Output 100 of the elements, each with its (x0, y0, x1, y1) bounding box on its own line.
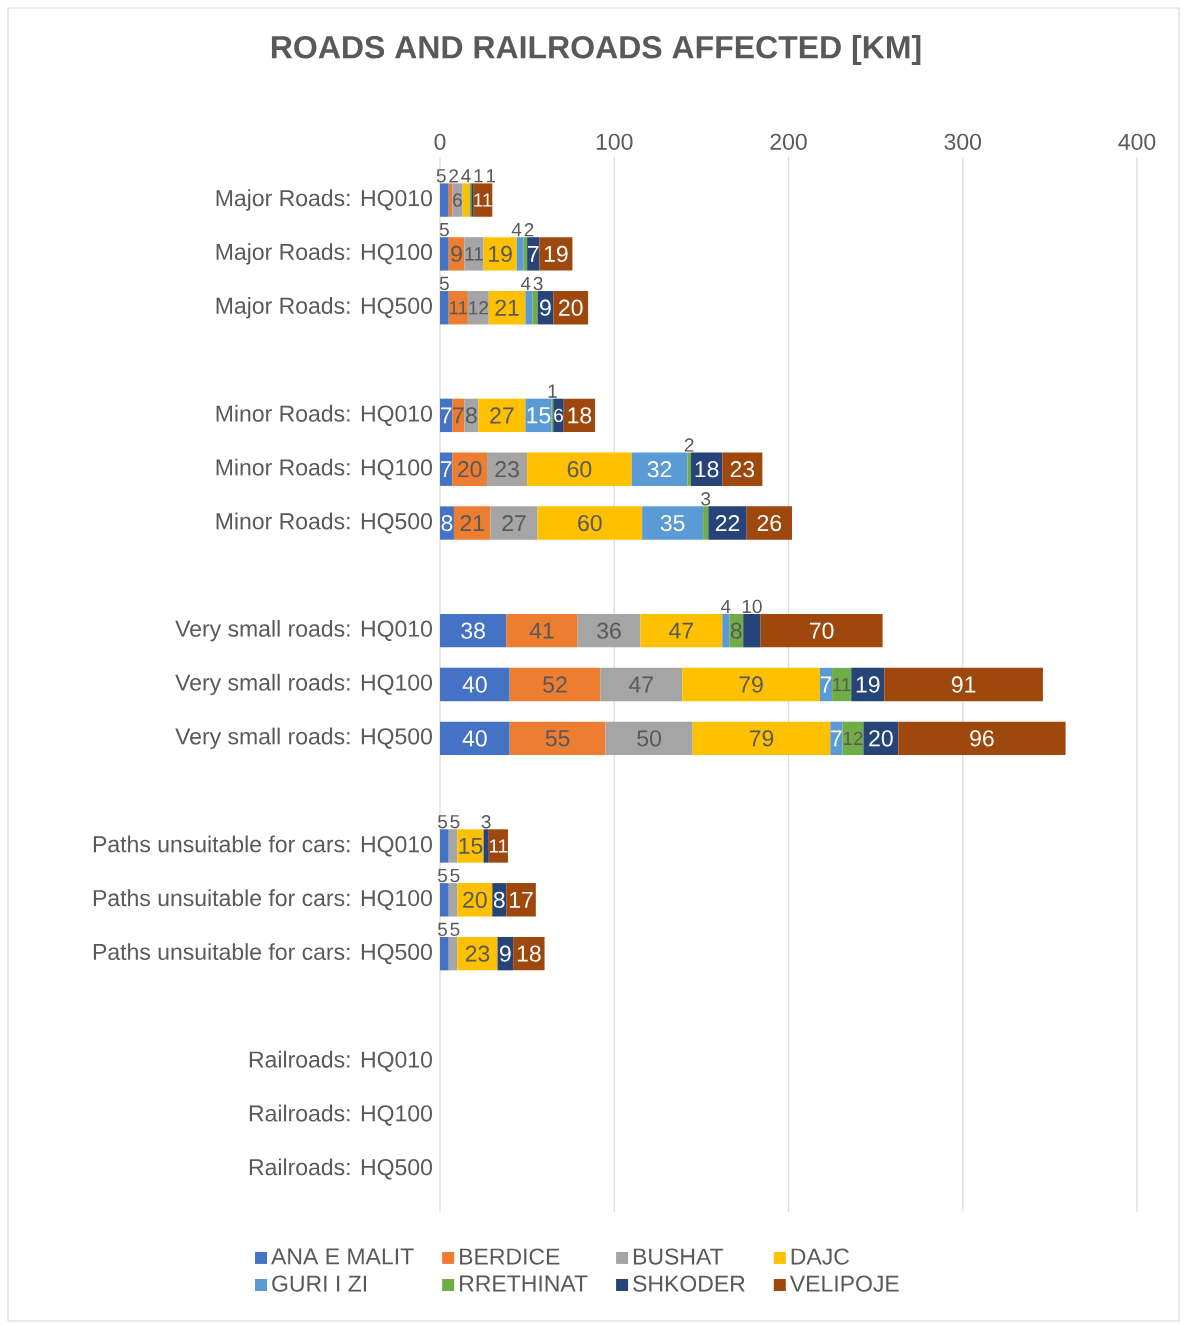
data-label: 11 (833, 677, 851, 692)
bar (452, 183, 463, 217)
data-label: 17 (509, 891, 533, 908)
data-label: 5 (439, 223, 449, 237)
data-label: 96 (970, 730, 994, 747)
bar (539, 237, 573, 271)
data-label: 23 (465, 945, 490, 962)
bar (631, 452, 688, 486)
bar (483, 237, 517, 271)
bar (440, 667, 510, 702)
bar (516, 237, 524, 271)
data-label: 21 (460, 514, 484, 532)
data-label: 3 (533, 276, 543, 291)
legend-label: ANA E MALIT (271, 1248, 414, 1265)
data-label: 15 (459, 837, 483, 854)
data-label: 32 (647, 461, 672, 478)
data-label: 4 (720, 599, 731, 613)
data-label: 6 (554, 408, 563, 423)
bar (898, 721, 1066, 756)
x-tick-label: 300 (944, 133, 982, 150)
y-tick-label: Minor Roads: HQ100 (216, 458, 432, 480)
bar (832, 667, 852, 702)
data-label: 5 (450, 815, 460, 829)
y-tick-label: Major Roads: HQ100 (216, 243, 432, 265)
data-label: 19 (544, 245, 568, 263)
y-tick-label: Paths unsuitable for cars: HQ500 (93, 943, 432, 965)
bar (448, 936, 458, 971)
bar (708, 506, 747, 540)
bar (525, 291, 533, 325)
bar (577, 613, 641, 648)
data-label: 12 (843, 731, 863, 745)
data-label: 7 (528, 245, 539, 262)
bar (440, 613, 507, 648)
legend-label: RRETHINAT (460, 1275, 588, 1292)
y-tick-label: Minor Roads: HQ500 (216, 512, 432, 534)
data-label: 27 (502, 514, 526, 532)
data-label: 5 (437, 922, 448, 937)
data-label: 40 (462, 676, 487, 693)
bar (600, 667, 683, 702)
bar (440, 883, 449, 917)
data-label: 5 (450, 868, 460, 883)
data-label: 40 (462, 730, 487, 747)
data-label: 4 (520, 276, 531, 291)
legend-label: BERDICE (460, 1248, 560, 1265)
data-label: 4 (511, 223, 522, 237)
data-label: 91 (951, 676, 976, 693)
data-label: 23 (495, 461, 519, 478)
data-label: 10 (742, 599, 762, 614)
data-label: 7 (831, 730, 842, 747)
bar (537, 506, 643, 540)
x-tick-label: 100 (596, 133, 633, 150)
data-label: 8 (730, 622, 742, 639)
bar (509, 721, 606, 756)
data-label: 7 (453, 407, 464, 424)
data-label: 52 (543, 676, 567, 693)
data-label: 8 (465, 407, 477, 424)
data-label: 8 (441, 514, 453, 532)
data-label: 27 (490, 407, 514, 424)
bar (692, 721, 831, 756)
legend-label: SHKODER (633, 1275, 745, 1292)
data-label: 9 (451, 245, 462, 263)
bar (642, 506, 704, 540)
data-label: 1 (474, 169, 483, 183)
bar (605, 721, 693, 756)
data-label: 7 (440, 461, 452, 478)
bar (440, 936, 449, 971)
y-tick-label: Very small roads: HQ010 (175, 619, 432, 642)
bar (760, 613, 883, 648)
legend-label: GURI I ZI (272, 1275, 367, 1292)
x-tick-label: 400 (1118, 133, 1156, 150)
data-label: 70 (810, 622, 834, 639)
data-label: 20 (869, 730, 893, 747)
data-label: 5 (450, 922, 460, 937)
chart-title: ROADS AND RAILROADS AFFECTED [KM] (271, 35, 921, 65)
bar (440, 721, 510, 756)
y-tick-label: Railroads: HQ100 (249, 1104, 432, 1126)
data-label: 3 (701, 492, 711, 506)
y-tick-label: Railroads: HQ500 (249, 1158, 432, 1180)
data-label: 2 (524, 223, 534, 237)
data-label: 15 (527, 407, 551, 424)
bar (440, 291, 449, 325)
bar (464, 237, 484, 271)
bar (440, 829, 449, 863)
bar (440, 183, 449, 217)
bar (743, 613, 761, 648)
bar (746, 506, 792, 540)
data-label: 4 (461, 169, 471, 183)
data-label: 21 (495, 299, 519, 316)
data-label: 9 (540, 299, 551, 316)
data-label: 36 (597, 622, 621, 639)
data-label: 60 (567, 461, 592, 478)
y-tick-label: Railroads: HQ010 (249, 1050, 432, 1072)
bar (722, 613, 730, 648)
y-tick-label: Paths unsuitable for cars: HQ100 (93, 889, 432, 911)
data-label: 11 (489, 839, 508, 853)
bar (473, 183, 493, 217)
data-label: 5 (436, 169, 446, 183)
data-label: 3 (481, 815, 491, 829)
y-tick-label: Major Roads: HQ500 (216, 297, 432, 319)
data-label: 19 (856, 676, 880, 693)
